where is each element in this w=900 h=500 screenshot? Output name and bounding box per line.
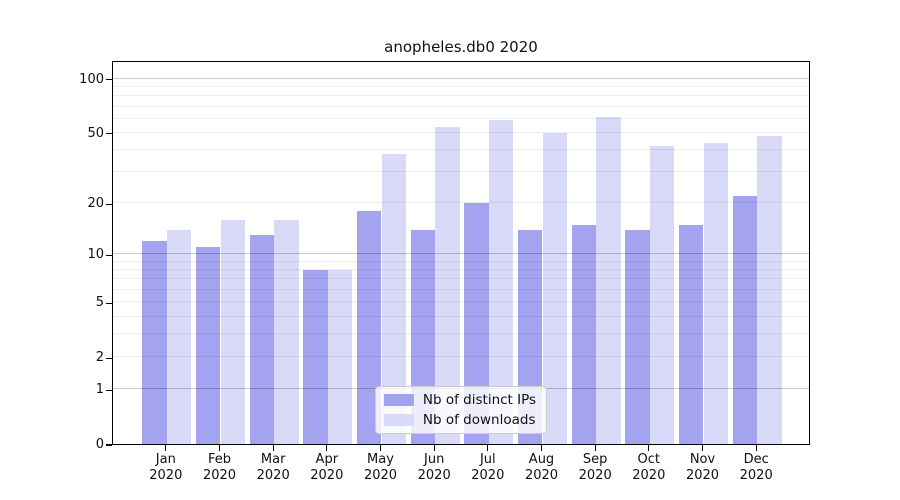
legend: Nb of distinct IPs Nb of downloads (374, 386, 548, 434)
bar-distinct-ips (679, 224, 704, 444)
x-tick-label: Dec 2020 (739, 452, 773, 483)
y-tick-label: 1 (95, 382, 104, 398)
x-tick-mark (648, 445, 650, 451)
x-tick-mark (272, 445, 274, 451)
y-tick-mark (106, 357, 112, 359)
legend-swatch-downloads-icon (383, 414, 414, 426)
bar-downloads (649, 146, 675, 444)
plot-area: Nb of distinct IPs Nb of downloads (112, 61, 810, 445)
y-tick-mark (106, 203, 112, 205)
y-tick-mark (106, 133, 112, 135)
bar-downloads (274, 219, 299, 444)
x-tick-mark (594, 445, 596, 451)
bar-downloads (327, 270, 353, 444)
x-tick-mark (165, 445, 167, 451)
y-tick-label: 20 (87, 196, 104, 212)
bar-downloads (596, 117, 621, 444)
x-tick-label: Sep 2020 (578, 452, 612, 483)
y-tick-label: 0 (95, 437, 104, 452)
y-tick-mark (106, 444, 112, 446)
x-tick-label: Apr 2020 (310, 452, 344, 483)
bar-distinct-ips (303, 270, 328, 444)
bar-downloads (703, 142, 728, 444)
x-tick-mark (540, 445, 543, 451)
x-tick-mark (379, 445, 382, 451)
y-tick-label: 50 (87, 125, 104, 141)
x-tick-mark (755, 445, 757, 451)
legend-item-downloads: Nb of downloads (383, 412, 536, 428)
chart-title: anopheles.db0 2020 (384, 38, 538, 56)
bar-distinct-ips (196, 247, 221, 444)
x-tick-mark (701, 445, 704, 451)
x-tick-label: Mar 2020 (256, 452, 290, 483)
y-tick-label: 10 (87, 247, 104, 263)
x-tick-mark (433, 445, 435, 451)
legend-label-downloads: Nb of downloads (422, 412, 536, 428)
legend-item-distinct-ips: Nb of distinct IPs (383, 392, 537, 408)
x-tick-label: Feb 2020 (202, 452, 237, 483)
y-tick-mark (106, 389, 112, 391)
x-tick-label: Jun 2020 (417, 452, 451, 483)
x-tick-label: Jul 2020 (471, 452, 505, 483)
y-tick-mark (106, 79, 112, 81)
bar-downloads (757, 136, 782, 444)
x-tick-mark (487, 445, 489, 451)
bar-distinct-ips (732, 195, 758, 444)
bar-distinct-ips (571, 224, 597, 444)
x-tick-label: Aug 2020 (524, 452, 559, 483)
legend-label-distinct-ips: Nb of distinct IPs (422, 392, 537, 408)
legend-swatch-distinct-ips-icon (383, 394, 414, 406)
bar-distinct-ips (142, 241, 167, 444)
y-tick-label: 100 (79, 71, 104, 87)
x-tick-label: Jan 2020 (149, 452, 183, 483)
bar-distinct-ips (249, 235, 275, 444)
x-tick-mark (326, 445, 328, 451)
bar-downloads (220, 219, 245, 444)
bar-downloads (166, 229, 192, 444)
bar-distinct-ips (625, 229, 650, 444)
y-tick-mark (106, 302, 112, 304)
x-tick-label: Nov 2020 (685, 452, 720, 483)
y-tick-mark (106, 254, 112, 256)
x-tick-label: May 2020 (363, 452, 398, 483)
y-tick-label: 5 (95, 295, 104, 311)
y-tick-label: 2 (95, 350, 104, 366)
x-tick-label: Oct 2020 (632, 452, 666, 483)
x-tick-mark (218, 445, 221, 451)
